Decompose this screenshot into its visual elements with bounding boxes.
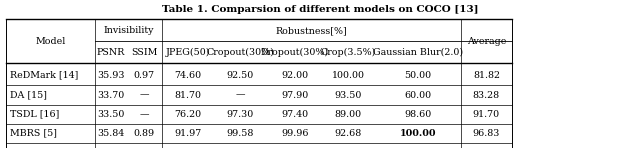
- Text: 91.70: 91.70: [473, 110, 500, 119]
- Text: 0.97: 0.97: [134, 71, 155, 80]
- Text: Invisibility: Invisibility: [103, 26, 154, 35]
- Text: Table 1. Comparsion of different models on COCO [13]: Table 1. Comparsion of different models …: [162, 5, 478, 14]
- Text: 100.00: 100.00: [332, 71, 365, 80]
- Text: 98.60: 98.60: [404, 110, 431, 119]
- Text: JPEG(50): JPEG(50): [165, 48, 210, 57]
- Text: 50.00: 50.00: [404, 71, 431, 80]
- Text: —: —: [236, 91, 245, 99]
- Text: 60.00: 60.00: [404, 91, 431, 99]
- Text: —: —: [140, 110, 149, 119]
- Text: 99.58: 99.58: [227, 129, 254, 138]
- Text: PSNR: PSNR: [97, 48, 125, 57]
- Text: Robustness[%]: Robustness[%]: [275, 26, 348, 35]
- Text: 89.00: 89.00: [335, 110, 362, 119]
- Text: 74.60: 74.60: [174, 71, 201, 80]
- Text: 35.84: 35.84: [97, 129, 124, 138]
- Text: 81.82: 81.82: [473, 71, 500, 80]
- Text: 92.68: 92.68: [335, 129, 362, 138]
- Text: Model: Model: [35, 37, 66, 46]
- Text: 93.50: 93.50: [335, 91, 362, 99]
- Text: Dropout(30%): Dropout(30%): [260, 48, 329, 57]
- Text: Cropout(30%): Cropout(30%): [206, 48, 275, 57]
- Text: 97.90: 97.90: [281, 91, 308, 99]
- Text: 83.28: 83.28: [473, 91, 500, 99]
- Text: 33.50: 33.50: [97, 110, 124, 119]
- Text: 97.40: 97.40: [281, 110, 308, 119]
- Text: 96.83: 96.83: [473, 129, 500, 138]
- Text: Gaussian Blur(2.0): Gaussian Blur(2.0): [372, 48, 463, 57]
- Text: 91.97: 91.97: [174, 129, 201, 138]
- Text: Crop(3.5%): Crop(3.5%): [321, 48, 376, 57]
- Text: MBRS [5]: MBRS [5]: [10, 129, 57, 138]
- Text: 0.89: 0.89: [134, 129, 155, 138]
- Text: Average: Average: [467, 37, 506, 46]
- Text: —: —: [140, 91, 149, 99]
- Text: 76.20: 76.20: [174, 110, 201, 119]
- Text: SSIM: SSIM: [131, 48, 157, 57]
- Text: 35.93: 35.93: [97, 71, 124, 80]
- Text: 92.00: 92.00: [281, 71, 308, 80]
- Text: 97.30: 97.30: [227, 110, 254, 119]
- Text: 81.70: 81.70: [174, 91, 201, 99]
- Text: 92.50: 92.50: [227, 71, 254, 80]
- Text: DA [15]: DA [15]: [10, 91, 47, 99]
- Text: 33.70: 33.70: [97, 91, 124, 99]
- Text: ReDMark [14]: ReDMark [14]: [10, 71, 79, 80]
- Text: 99.96: 99.96: [281, 129, 308, 138]
- Text: TSDL [16]: TSDL [16]: [10, 110, 60, 119]
- Text: 100.00: 100.00: [399, 129, 436, 138]
